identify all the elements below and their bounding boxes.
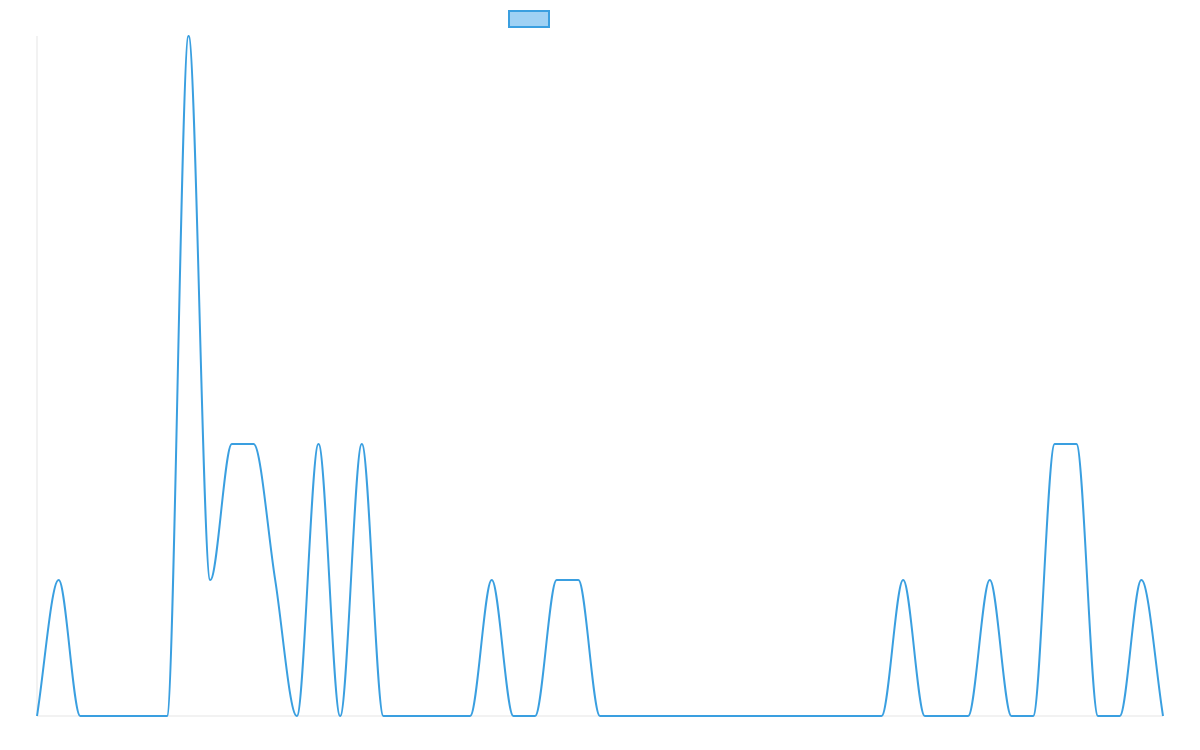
data-point[interactable] [402, 713, 408, 719]
data-point[interactable] [510, 713, 516, 719]
data-point[interactable] [857, 713, 863, 719]
data-point[interactable] [1052, 441, 1058, 447]
data-point[interactable] [575, 577, 581, 583]
data-point[interactable] [727, 713, 733, 719]
data-point[interactable] [987, 577, 993, 583]
legend-swatch[interactable] [508, 10, 550, 28]
data-point[interactable] [749, 713, 755, 719]
data-point[interactable] [1160, 713, 1166, 719]
data-point[interactable] [121, 713, 127, 719]
data-point[interactable] [943, 713, 949, 719]
data-point[interactable] [705, 713, 711, 719]
data-point[interactable] [1073, 441, 1079, 447]
data-point[interactable] [359, 441, 365, 447]
data-point[interactable] [207, 577, 213, 583]
data-point[interactable] [965, 713, 971, 719]
data-point[interactable] [56, 577, 62, 583]
data-point[interactable] [640, 713, 646, 719]
series-layer [34, 33, 1166, 719]
data-point[interactable] [879, 713, 885, 719]
data-point[interactable] [684, 713, 690, 719]
data-point[interactable] [770, 713, 776, 719]
data-point[interactable] [597, 713, 603, 719]
data-point[interactable] [445, 713, 451, 719]
data-point[interactable] [142, 713, 148, 719]
data-point[interactable] [272, 577, 278, 583]
data-point[interactable] [424, 713, 430, 719]
data-point[interactable] [34, 713, 40, 719]
data-point[interactable] [337, 713, 343, 719]
data-point[interactable] [1117, 713, 1123, 719]
data-point[interactable] [835, 713, 841, 719]
data-point[interactable] [316, 441, 322, 447]
data-point[interactable] [77, 713, 83, 719]
data-point[interactable] [1138, 577, 1144, 583]
data-point[interactable] [900, 577, 906, 583]
data-point[interactable] [1008, 713, 1014, 719]
data-point[interactable] [164, 713, 170, 719]
data-point[interactable] [489, 577, 495, 583]
data-point[interactable] [814, 713, 820, 719]
data-point[interactable] [1095, 713, 1101, 719]
data-point[interactable] [251, 441, 257, 447]
data-point[interactable] [229, 441, 235, 447]
data-point[interactable] [1030, 713, 1036, 719]
data-point[interactable] [186, 33, 192, 39]
data-point[interactable] [792, 713, 798, 719]
series-line-0[interactable] [36, 35, 1164, 717]
data-point[interactable] [619, 713, 625, 719]
data-point[interactable] [922, 713, 928, 719]
data-point[interactable] [662, 713, 668, 719]
data-point[interactable] [532, 713, 538, 719]
data-point[interactable] [554, 577, 560, 583]
data-point[interactable] [294, 713, 300, 719]
data-point[interactable] [380, 713, 386, 719]
data-point[interactable] [467, 713, 473, 719]
data-point[interactable] [99, 713, 105, 719]
